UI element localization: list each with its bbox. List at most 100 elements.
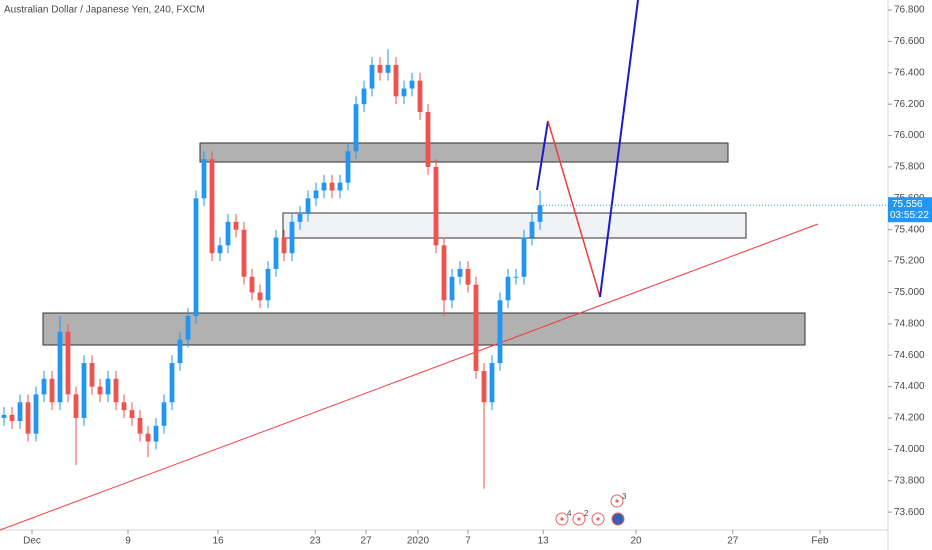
candle-body bbox=[89, 363, 95, 387]
candle-body bbox=[225, 221, 231, 246]
x-tick-label: 7 bbox=[465, 536, 471, 547]
candle-body bbox=[521, 237, 527, 277]
candle-body bbox=[329, 182, 335, 191]
candle-body bbox=[81, 363, 87, 418]
candle-body bbox=[297, 214, 303, 222]
y-tick-label: 76.800 bbox=[894, 5, 925, 16]
candle-body bbox=[321, 182, 327, 191]
support-zone bbox=[282, 212, 747, 239]
candle-body bbox=[345, 151, 351, 183]
y-tick-label: 76.600 bbox=[894, 36, 925, 47]
x-tick-label: 16 bbox=[212, 536, 224, 547]
candle-body bbox=[57, 331, 63, 403]
y-tick-label: 75.000 bbox=[894, 287, 925, 298]
candle-body bbox=[9, 414, 15, 422]
candle-body bbox=[145, 433, 151, 442]
candle-body bbox=[137, 417, 143, 434]
candle-body bbox=[417, 80, 423, 113]
x-tick-label: Feb bbox=[811, 536, 829, 547]
candle-body bbox=[177, 339, 183, 364]
event-icon bbox=[560, 517, 564, 521]
candle-body bbox=[217, 245, 223, 254]
projection-up bbox=[536, 120, 549, 191]
x-tick-label: 9 bbox=[125, 536, 131, 547]
candle-body bbox=[465, 268, 471, 285]
candles bbox=[1, 49, 543, 489]
candle-body bbox=[65, 331, 71, 395]
candle-body bbox=[393, 64, 399, 97]
candle-body bbox=[377, 64, 383, 73]
candle-body bbox=[273, 237, 279, 269]
candle-body bbox=[97, 386, 103, 395]
candle-body bbox=[537, 205, 543, 222]
y-tick-label: 74.000 bbox=[894, 444, 925, 455]
demand-zone bbox=[42, 312, 806, 346]
candle-body bbox=[249, 276, 255, 293]
y-tick-label: 76.200 bbox=[894, 99, 925, 110]
candle-body bbox=[185, 315, 191, 340]
candle-body bbox=[497, 300, 503, 364]
candle-body bbox=[481, 370, 487, 403]
candle-body bbox=[305, 198, 311, 215]
y-tick-label: 75.400 bbox=[894, 224, 925, 235]
drawings bbox=[0, 142, 819, 531]
y-tick-label: 74.800 bbox=[894, 318, 925, 329]
candle-body bbox=[17, 402, 23, 422]
y-tick-label: 76.400 bbox=[894, 67, 925, 78]
candle-body bbox=[105, 378, 111, 395]
candle-body bbox=[401, 88, 407, 97]
x-tick-label: Dec bbox=[23, 536, 41, 547]
y-tick-label: 74.600 bbox=[894, 350, 925, 361]
candle-body bbox=[113, 378, 119, 403]
candle-body bbox=[161, 402, 167, 426]
event-icon bbox=[596, 517, 600, 521]
candle-body bbox=[73, 394, 79, 418]
candle-body bbox=[193, 198, 199, 316]
candle-body bbox=[361, 88, 367, 105]
candle-body bbox=[433, 166, 439, 246]
events: 4 2 3 bbox=[555, 492, 627, 526]
event-count: 4 bbox=[567, 509, 572, 518]
candle-body bbox=[385, 64, 391, 73]
candle-body bbox=[121, 402, 127, 411]
y-tick-label: 75.800 bbox=[894, 162, 925, 173]
y-tick-label: 74.400 bbox=[894, 381, 925, 392]
candle-body bbox=[369, 64, 375, 89]
candle-body bbox=[441, 245, 447, 301]
candle-body bbox=[33, 394, 39, 434]
x-tick-label: 2020 bbox=[407, 536, 430, 547]
projection-up bbox=[599, 0, 639, 298]
candle-body bbox=[337, 182, 343, 191]
candle-body bbox=[153, 425, 159, 442]
candle-body bbox=[289, 221, 295, 254]
candle-body bbox=[25, 402, 31, 434]
candle-body bbox=[449, 276, 455, 301]
candle-body bbox=[169, 363, 175, 403]
resistance-zone bbox=[199, 142, 729, 163]
candle-body bbox=[529, 221, 535, 238]
candle-body bbox=[457, 268, 463, 277]
x-tick-label: 27 bbox=[727, 536, 739, 547]
event-icon bbox=[577, 517, 581, 521]
candle-body bbox=[473, 284, 479, 371]
x-tick-label: 23 bbox=[310, 536, 322, 547]
event-icon bbox=[611, 512, 625, 526]
candle-body bbox=[1, 414, 7, 418]
y-tick-label: 73.800 bbox=[894, 475, 925, 486]
candle-body bbox=[209, 159, 215, 254]
x-tick-label: 13 bbox=[538, 536, 550, 547]
candle-body bbox=[409, 80, 415, 89]
projection bbox=[536, 0, 639, 298]
candle-body bbox=[241, 229, 247, 277]
candle-body bbox=[353, 104, 359, 152]
candle-body bbox=[49, 378, 55, 403]
trend-line bbox=[0, 223, 819, 531]
projection-down bbox=[547, 120, 601, 298]
y-tick-label: 73.600 bbox=[894, 507, 925, 518]
event-count: 2 bbox=[584, 509, 589, 518]
bar-countdown: 03:55:22 bbox=[890, 210, 929, 221]
candle-body bbox=[129, 410, 135, 418]
candle-body bbox=[233, 221, 239, 230]
x-tick-label: 27 bbox=[360, 536, 372, 547]
